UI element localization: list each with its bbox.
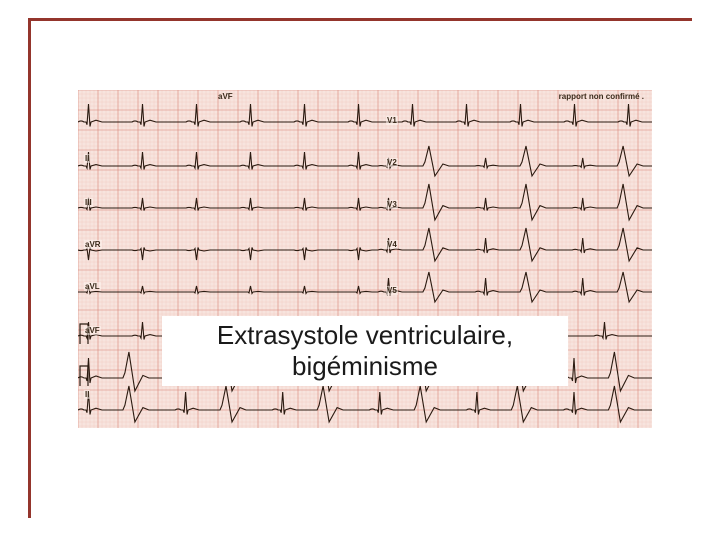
ecg-figure: IIIIIaVRaVLaVFIIV1V2V3V4V5V6 rapport non… [78, 90, 652, 428]
lead-label: V3 [386, 200, 398, 209]
lead-label: V5 [386, 286, 398, 295]
lead-label: aVL [84, 282, 101, 291]
lead-label: aVR [84, 240, 102, 249]
ecg-header-right: rapport non confirmé . [559, 92, 644, 101]
lead-label: II [84, 390, 90, 399]
slide-frame-top [28, 18, 692, 21]
lead-label: V4 [386, 240, 398, 249]
ecg-header-left: aVF [218, 92, 233, 101]
caption-line-2: bigéminisme [176, 351, 554, 382]
slide-frame-left [28, 18, 31, 518]
lead-label: II [84, 154, 90, 163]
lead-label: aVF [84, 326, 101, 335]
caption-line-1: Extrasystole ventriculaire, [176, 320, 554, 351]
lead-label: V1 [386, 116, 398, 125]
lead-label: III [84, 198, 93, 207]
caption-box: Extrasystole ventriculaire, bigéminisme [162, 316, 568, 386]
lead-label: V2 [386, 158, 398, 167]
